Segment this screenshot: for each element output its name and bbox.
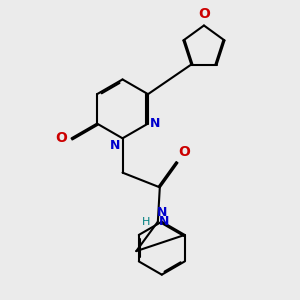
Text: O: O <box>178 145 190 159</box>
Text: N: N <box>150 117 160 130</box>
Text: O: O <box>198 7 210 21</box>
Text: N: N <box>159 215 169 228</box>
Text: H: H <box>142 217 150 227</box>
Text: O: O <box>55 131 67 145</box>
Text: N: N <box>110 139 121 152</box>
Text: N: N <box>157 206 167 219</box>
